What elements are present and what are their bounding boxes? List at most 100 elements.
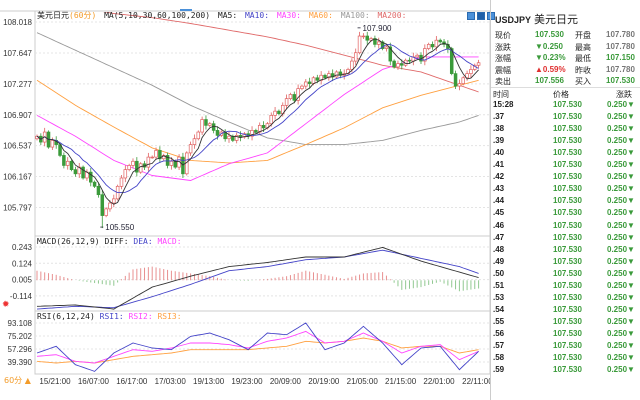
tick-price: 107.530 <box>553 184 582 194</box>
period-label[interactable]: (60分) <box>69 11 97 20</box>
tick-time: .47 <box>493 232 505 242</box>
chart-area[interactable]: 108.018 107.647 107.277 106.907 106.537 106.1… <box>0 0 490 400</box>
tick-row: .43 107.530 0.250▼ <box>491 184 640 196</box>
time-tick-label: 17/03:00 <box>155 377 187 386</box>
tick-price: 107.530 <box>553 292 582 302</box>
candle <box>469 65 473 78</box>
tick-row: .54 107.530 0.250▼ <box>491 305 640 317</box>
candle <box>112 194 116 208</box>
candle-body <box>430 44 435 48</box>
tick-row: .50 107.530 0.250▼ <box>491 269 640 281</box>
diff-line <box>36 246 479 310</box>
candle-body <box>353 52 358 62</box>
chart-type-icon[interactable] <box>477 12 485 20</box>
candle-body <box>96 185 101 196</box>
rsi3-label: RSI3: <box>157 312 182 321</box>
candle <box>227 132 231 143</box>
indicator-settings-icon[interactable]: ✹ <box>2 300 10 310</box>
main-tick-label: 107.647 <box>3 49 32 58</box>
candle-body <box>50 140 55 148</box>
candle <box>365 31 369 45</box>
tick-price: 107.530 <box>553 268 582 278</box>
candle <box>292 91 297 104</box>
ma200-line <box>102 12 479 93</box>
candle-body <box>449 48 454 74</box>
tick-row: .59 107.530 0.250▼ <box>491 365 640 377</box>
quote-value: 107.780 <box>606 41 635 51</box>
rsi-tick-label: 75.202 <box>8 332 33 341</box>
tick-price: 107.530 <box>553 328 582 338</box>
candle <box>411 52 416 66</box>
tick-time: .54 <box>493 304 505 314</box>
ma30-label: MA30: <box>276 11 301 20</box>
candle-body <box>127 165 131 170</box>
chart-toolbar <box>467 12 495 20</box>
candle <box>334 70 339 79</box>
diff-label: DIFF: <box>104 237 129 246</box>
candle <box>131 158 135 169</box>
candle-body <box>196 131 201 140</box>
time-tick-label: 22/01:00 <box>423 377 455 386</box>
main-tick-label: 108.018 <box>3 18 32 27</box>
rsi-tick-label: 57.296 <box>8 345 33 354</box>
tick-change: 0.250▼ <box>607 365 635 375</box>
tick-time: .41 <box>493 160 505 170</box>
candle <box>238 131 243 142</box>
layout-icon[interactable] <box>467 12 475 20</box>
candle <box>154 147 158 161</box>
candle-body <box>469 69 473 74</box>
candle-body <box>200 119 204 133</box>
candle <box>277 109 281 116</box>
candle <box>165 152 170 169</box>
tick-time: .48 <box>493 244 505 254</box>
candle <box>161 153 166 161</box>
expand-icon[interactable] <box>487 12 495 20</box>
tick-change: 0.250▼ <box>607 148 635 158</box>
tick-price: 107.530 <box>553 196 582 206</box>
candle-body <box>108 202 112 210</box>
candle <box>273 107 277 120</box>
candle <box>319 71 323 85</box>
quote-label: 最高 <box>575 42 591 52</box>
candle-body <box>238 135 243 138</box>
tick-row: .56 107.530 0.250▼ <box>491 329 640 341</box>
candle-body <box>304 81 308 87</box>
candle-body <box>438 39 442 43</box>
time-tick-label: 15/21:00 <box>39 377 71 386</box>
candle-body <box>334 71 339 78</box>
candle-body <box>350 60 354 70</box>
ma-params[interactable]: MA(5,10,30,60,100,200) <box>104 11 211 20</box>
tick-row: .57 107.530 0.250▼ <box>491 341 640 353</box>
tick-price: 107.530 <box>553 124 582 134</box>
candle <box>138 162 143 174</box>
candle <box>373 35 377 48</box>
candle-body <box>81 166 85 179</box>
candle-body <box>73 169 78 175</box>
tick-time: .55 <box>493 316 505 326</box>
rsi-params[interactable]: RSI(6,12,24) <box>37 312 95 321</box>
macd-tick-label: 0.243 <box>12 243 33 252</box>
tick-price: 107.530 <box>553 232 582 242</box>
candle-body <box>92 181 97 187</box>
tick-change: 0.250▼ <box>607 280 635 290</box>
tick-row: .58 107.530 0.250▼ <box>491 353 640 365</box>
candle-body <box>261 125 266 129</box>
candle <box>62 152 66 169</box>
tick-time: .59 <box>493 365 505 375</box>
candle-body <box>69 160 74 170</box>
tick-row: .42 107.530 0.250▼ <box>491 172 640 184</box>
ma10-line <box>36 44 479 194</box>
candle <box>384 43 389 52</box>
candle <box>423 44 427 66</box>
timeframe-selector[interactable]: 60分 ▲ <box>4 376 31 385</box>
candle-body <box>323 74 327 79</box>
candle-body <box>135 160 139 173</box>
tick-time: .49 <box>493 256 505 266</box>
ma100-line <box>36 32 479 146</box>
candle <box>208 122 212 128</box>
candle <box>204 115 208 130</box>
candle <box>254 128 258 134</box>
macd-params[interactable]: MACD(26,12,9) <box>37 237 100 246</box>
quote-value: ▼0.250 <box>535 41 563 51</box>
tick-change: 0.250▼ <box>607 292 635 302</box>
